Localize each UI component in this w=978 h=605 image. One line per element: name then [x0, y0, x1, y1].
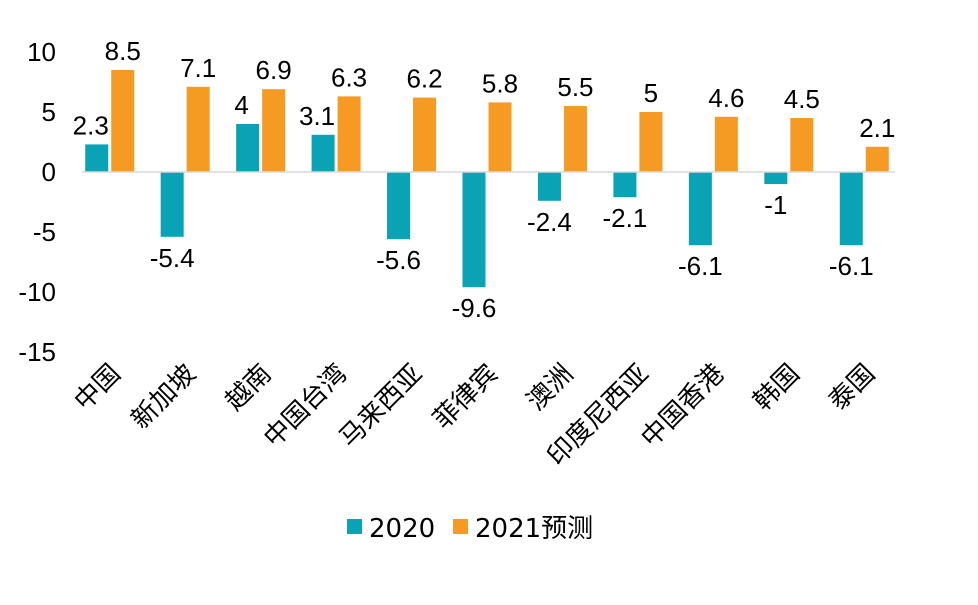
data-label: 4.6 [708, 83, 744, 113]
bar-2021-forecast [186, 86, 210, 172]
data-label: 2.1 [859, 113, 895, 143]
y-tick-label: -15 [18, 337, 56, 367]
data-label: 2.3 [73, 110, 109, 140]
x-tick-label: 越南 [220, 359, 278, 417]
data-label: -2.4 [527, 207, 572, 237]
bar-2020 [613, 172, 637, 198]
x-tick-label: 菲律宾 [428, 359, 504, 435]
data-label: 3.1 [299, 101, 335, 131]
data-label: 4.5 [784, 84, 820, 114]
bar-2020 [462, 172, 486, 288]
data-label: 5.5 [557, 72, 593, 102]
bar-2020 [85, 144, 109, 172]
y-tick-label: 5 [42, 97, 56, 127]
bar-2021-forecast [111, 70, 135, 172]
bar-2020 [160, 172, 184, 237]
data-label: -2.1 [603, 203, 648, 233]
x-tick-label: 泰国 [823, 359, 881, 417]
bar-2021-forecast [865, 146, 889, 172]
legend-label: 2020 [369, 514, 435, 544]
bar-2020 [236, 124, 260, 172]
bar-2020 [764, 172, 788, 184]
bar-2021-forecast [714, 116, 738, 172]
x-tick-label: 中国香港 [636, 359, 731, 454]
x-tick-label: 中国台湾 [258, 359, 353, 454]
y-axis: 10 5 0 -5 -10 -15 [18, 37, 56, 367]
data-label: 6.2 [406, 64, 442, 94]
data-label: -5.6 [376, 245, 421, 275]
y-tick-label: 10 [27, 37, 56, 67]
bar-2020 [537, 172, 561, 201]
bar-2021-forecast [790, 118, 814, 172]
data-label: 7.1 [180, 53, 216, 83]
data-labels: 2.3 8.5 -5.4 7.1 4 6.93.1 6.3 -5.6 6.2 -9.6 5.8 -2.… [73, 36, 896, 323]
data-label: 5.8 [482, 68, 518, 98]
bar-2021-forecast [413, 97, 437, 172]
legend-swatch [347, 519, 362, 534]
x-tick-label: 马来西亚 [334, 359, 429, 454]
data-label: 4 [234, 90, 248, 120]
y-tick-label: 0 [42, 157, 56, 187]
bar-2021-forecast [337, 96, 361, 172]
data-label: 6.3 [331, 62, 367, 92]
x-tick-label: 新加坡 [126, 359, 202, 435]
legend-swatch [453, 519, 468, 534]
bar-2020 [839, 172, 863, 246]
x-tick-label: 中国 [69, 359, 127, 417]
bar-2021-forecast [262, 89, 286, 172]
bar-2021-forecast [488, 102, 512, 172]
bar-2021-forecast [639, 112, 663, 172]
bar-2021-forecast [563, 106, 587, 172]
data-label: -6.1 [829, 251, 874, 281]
bars [85, 70, 889, 288]
x-tick-label: 韩国 [748, 359, 806, 417]
data-label: -5.4 [150, 243, 195, 273]
y-tick-label: -10 [18, 277, 56, 307]
x-tick-label: 澳洲 [521, 359, 579, 417]
data-label: 6.9 [256, 55, 292, 85]
data-label: -9.6 [452, 293, 497, 323]
y-tick-label: -5 [33, 217, 56, 247]
data-label: 8.5 [105, 36, 141, 66]
data-label: -6.1 [678, 251, 723, 281]
bar-2020 [387, 172, 411, 240]
bar-2020 [688, 172, 712, 246]
data-label: -1 [764, 190, 787, 220]
data-label: 5 [644, 78, 658, 108]
legend: 2020 2021预测 [347, 514, 593, 544]
bar-2020 [311, 134, 335, 172]
legend-label: 2021预测 [475, 514, 593, 544]
